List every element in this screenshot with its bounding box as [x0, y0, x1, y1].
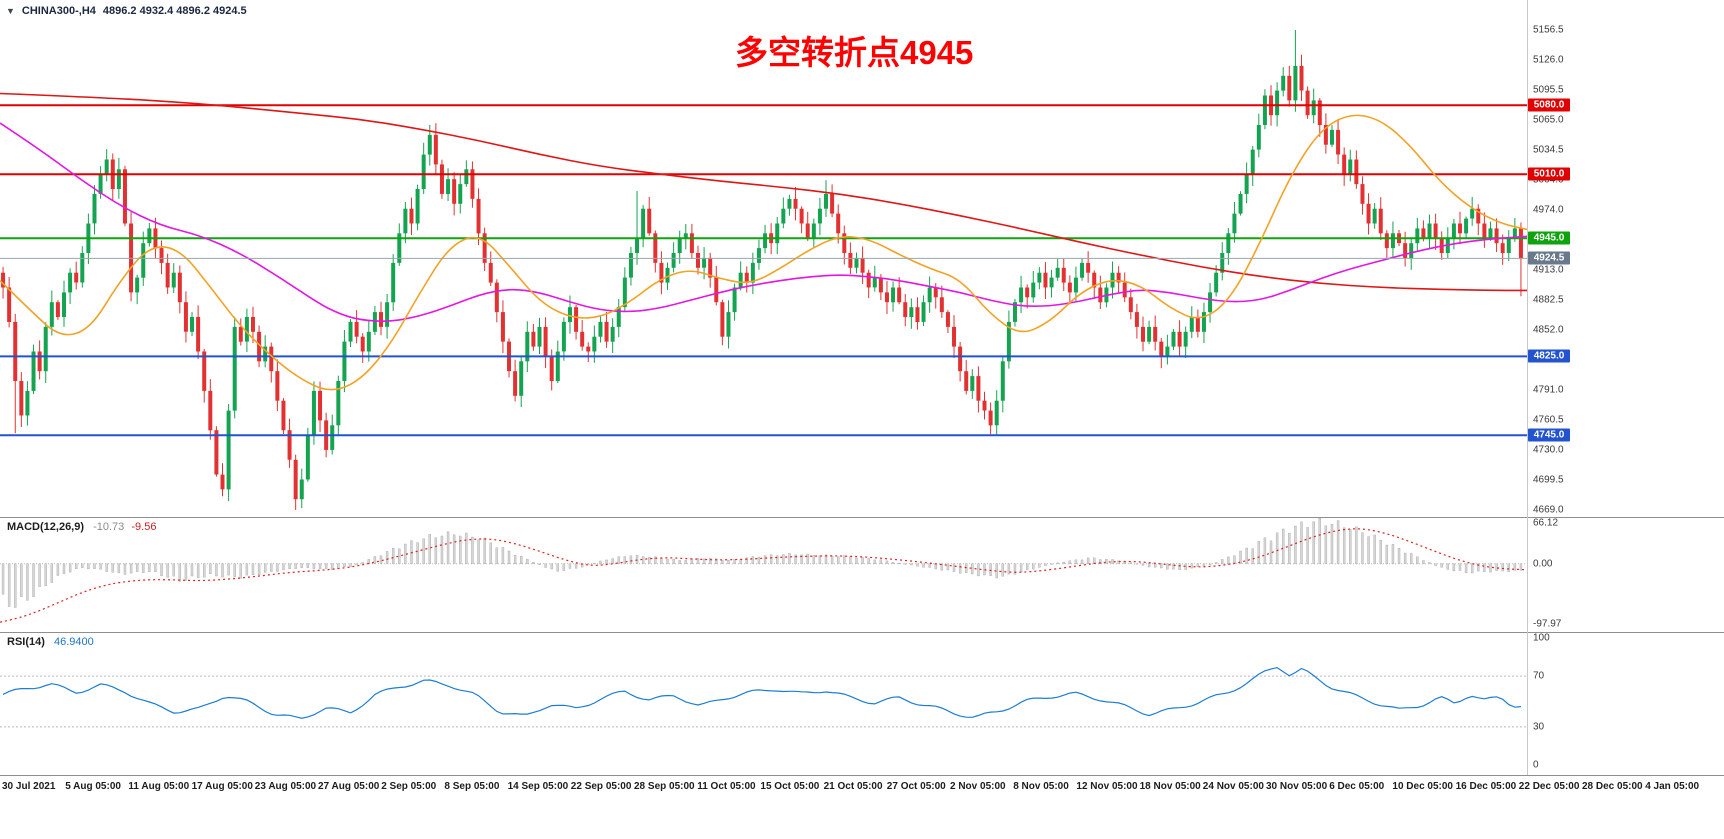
date-label: 6 Dec 05:00	[1329, 781, 1385, 792]
time-axis[interactable]: 30 Jul 2021 5 Aug 05:00 11 Aug 05:00 17 Aug…	[0, 775, 1724, 800]
date-label: 4 Jan 05:00	[1645, 781, 1700, 792]
price-level-label: 5010.0	[1528, 167, 1570, 181]
macd-histogram	[1, 518, 1523, 608]
ma-orange-line	[0, 114, 1528, 391]
rsi-line	[2, 666, 1522, 719]
macd-name: MACD(12,26,9)	[7, 521, 85, 533]
chart-annotation-text: 多空转折点4945	[735, 34, 974, 71]
rsi-tick: 30	[1533, 721, 1545, 733]
price-tick: 4730.0	[1533, 444, 1564, 456]
date-label: 21 Oct 05:00	[823, 781, 883, 792]
rsi-tick: 100	[1533, 632, 1550, 644]
macd-tick: 0.00	[1533, 558, 1553, 570]
macd-indicator-canvas[interactable]	[0, 517, 1724, 632]
horizontal-levels[interactable]	[0, 104, 1527, 437]
price-tick: 4913.0	[1533, 264, 1564, 276]
macd-tick: 66.12	[1533, 517, 1559, 529]
price-level-label: 4745.0	[1528, 428, 1570, 442]
rsi-tick: 70	[1533, 670, 1545, 682]
macd-signal-line	[0, 528, 1525, 623]
date-label: 28 Sep 05:00	[634, 781, 695, 792]
candles-series	[1, 30, 1523, 510]
rsi-value: 46.9400	[53, 636, 94, 648]
macd-indicator-label: MACD(12,26,9) -10.73 -9.56	[7, 521, 156, 533]
date-label: 24 Nov 05:00	[1202, 781, 1264, 792]
rsi-tick: 0	[1533, 759, 1539, 771]
date-label: 27 Aug 05:00	[318, 781, 380, 792]
date-label: 22 Dec 05:00	[1518, 781, 1580, 792]
date-label: 11 Oct 05:00	[697, 781, 756, 792]
macd-signal-value: -9.56	[131, 521, 157, 533]
collapse-arrow-icon[interactable]: ▼	[6, 6, 15, 16]
ma-magenta-line	[0, 122, 1528, 322]
date-label: 15 Oct 05:00	[760, 781, 820, 792]
symbol-ohlc-readout: ▼ CHINA300-,H4 4896.2 4932.4 4896.2 4924…	[6, 5, 247, 17]
price-tick: 4699.5	[1533, 474, 1564, 486]
last-price-label: 4924.5	[1528, 251, 1570, 265]
price-tick: 4791.0	[1533, 384, 1564, 396]
price-tick: 5126.0	[1533, 54, 1564, 66]
date-label: 16 Dec 05:00	[1455, 781, 1517, 792]
price-tick: 4974.0	[1533, 204, 1564, 216]
price-level-label: 5080.0	[1528, 98, 1570, 112]
date-label: 12 Nov 05:00	[1076, 781, 1138, 792]
date-label: 5 Aug 05:00	[65, 781, 121, 792]
price-tick: 4760.5	[1533, 414, 1564, 426]
macd-tick: -97.97	[1533, 618, 1562, 630]
date-label: 23 Aug 05:00	[254, 781, 317, 792]
rsi-indicator-canvas[interactable]	[0, 632, 1724, 775]
price-axis-separator	[1527, 0, 1528, 775]
price-tick: 5095.5	[1533, 84, 1564, 96]
price-level-label: 4945.0	[1528, 231, 1570, 245]
price-axis[interactable]: 5156.55126.05095.55065.05034.55004.04974…	[1527, 0, 1724, 800]
time-axis-separator	[0, 775, 1724, 776]
date-label: 11 Aug 05:00	[128, 781, 190, 792]
date-label: 22 Sep 05:00	[570, 781, 632, 792]
panel-separator[interactable]	[0, 632, 1724, 633]
date-label: 18 Nov 05:00	[1139, 781, 1201, 792]
date-label: 2 Nov 05:00	[950, 781, 1006, 792]
price-tick: 5065.0	[1533, 114, 1564, 126]
date-label: 10 Dec 05:00	[1392, 781, 1453, 792]
price-tick: 4852.0	[1533, 324, 1564, 336]
price-tick: 5156.5	[1533, 24, 1564, 36]
price-level-label: 4825.0	[1528, 349, 1570, 363]
ohlc-values: 4896.2 4932.4 4896.2 4924.5	[102, 5, 247, 17]
date-label: 28 Dec 05:00	[1582, 781, 1643, 792]
date-label: 8 Sep 05:00	[444, 781, 500, 792]
rsi-name: RSI(14)	[7, 636, 45, 648]
macd-hist-value: -10.73	[93, 521, 125, 533]
date-label: 27 Oct 05:00	[886, 781, 946, 792]
rsi-indicator-label: RSI(14) 46.9400	[7, 636, 94, 648]
panel-separator[interactable]	[0, 517, 1724, 518]
date-label: 8 Nov 05:00	[1013, 781, 1069, 792]
date-label: 2 Sep 05:00	[381, 781, 437, 792]
price-tick: 4882.5	[1533, 294, 1564, 306]
date-label: 30 Nov 05:00	[1266, 781, 1328, 792]
symbol-timeframe: CHINA300-,H4	[21, 5, 96, 17]
date-label: 14 Sep 05:00	[507, 781, 569, 792]
date-label: 17 Aug 05:00	[191, 781, 253, 792]
main-chart-canvas[interactable]	[0, 0, 1724, 517]
price-tick: 4669.0	[1533, 504, 1564, 516]
price-tick: 5034.5	[1533, 144, 1564, 156]
ma-red-line	[0, 92, 1527, 292]
date-label: 30 Jul 2021	[2, 781, 56, 792]
